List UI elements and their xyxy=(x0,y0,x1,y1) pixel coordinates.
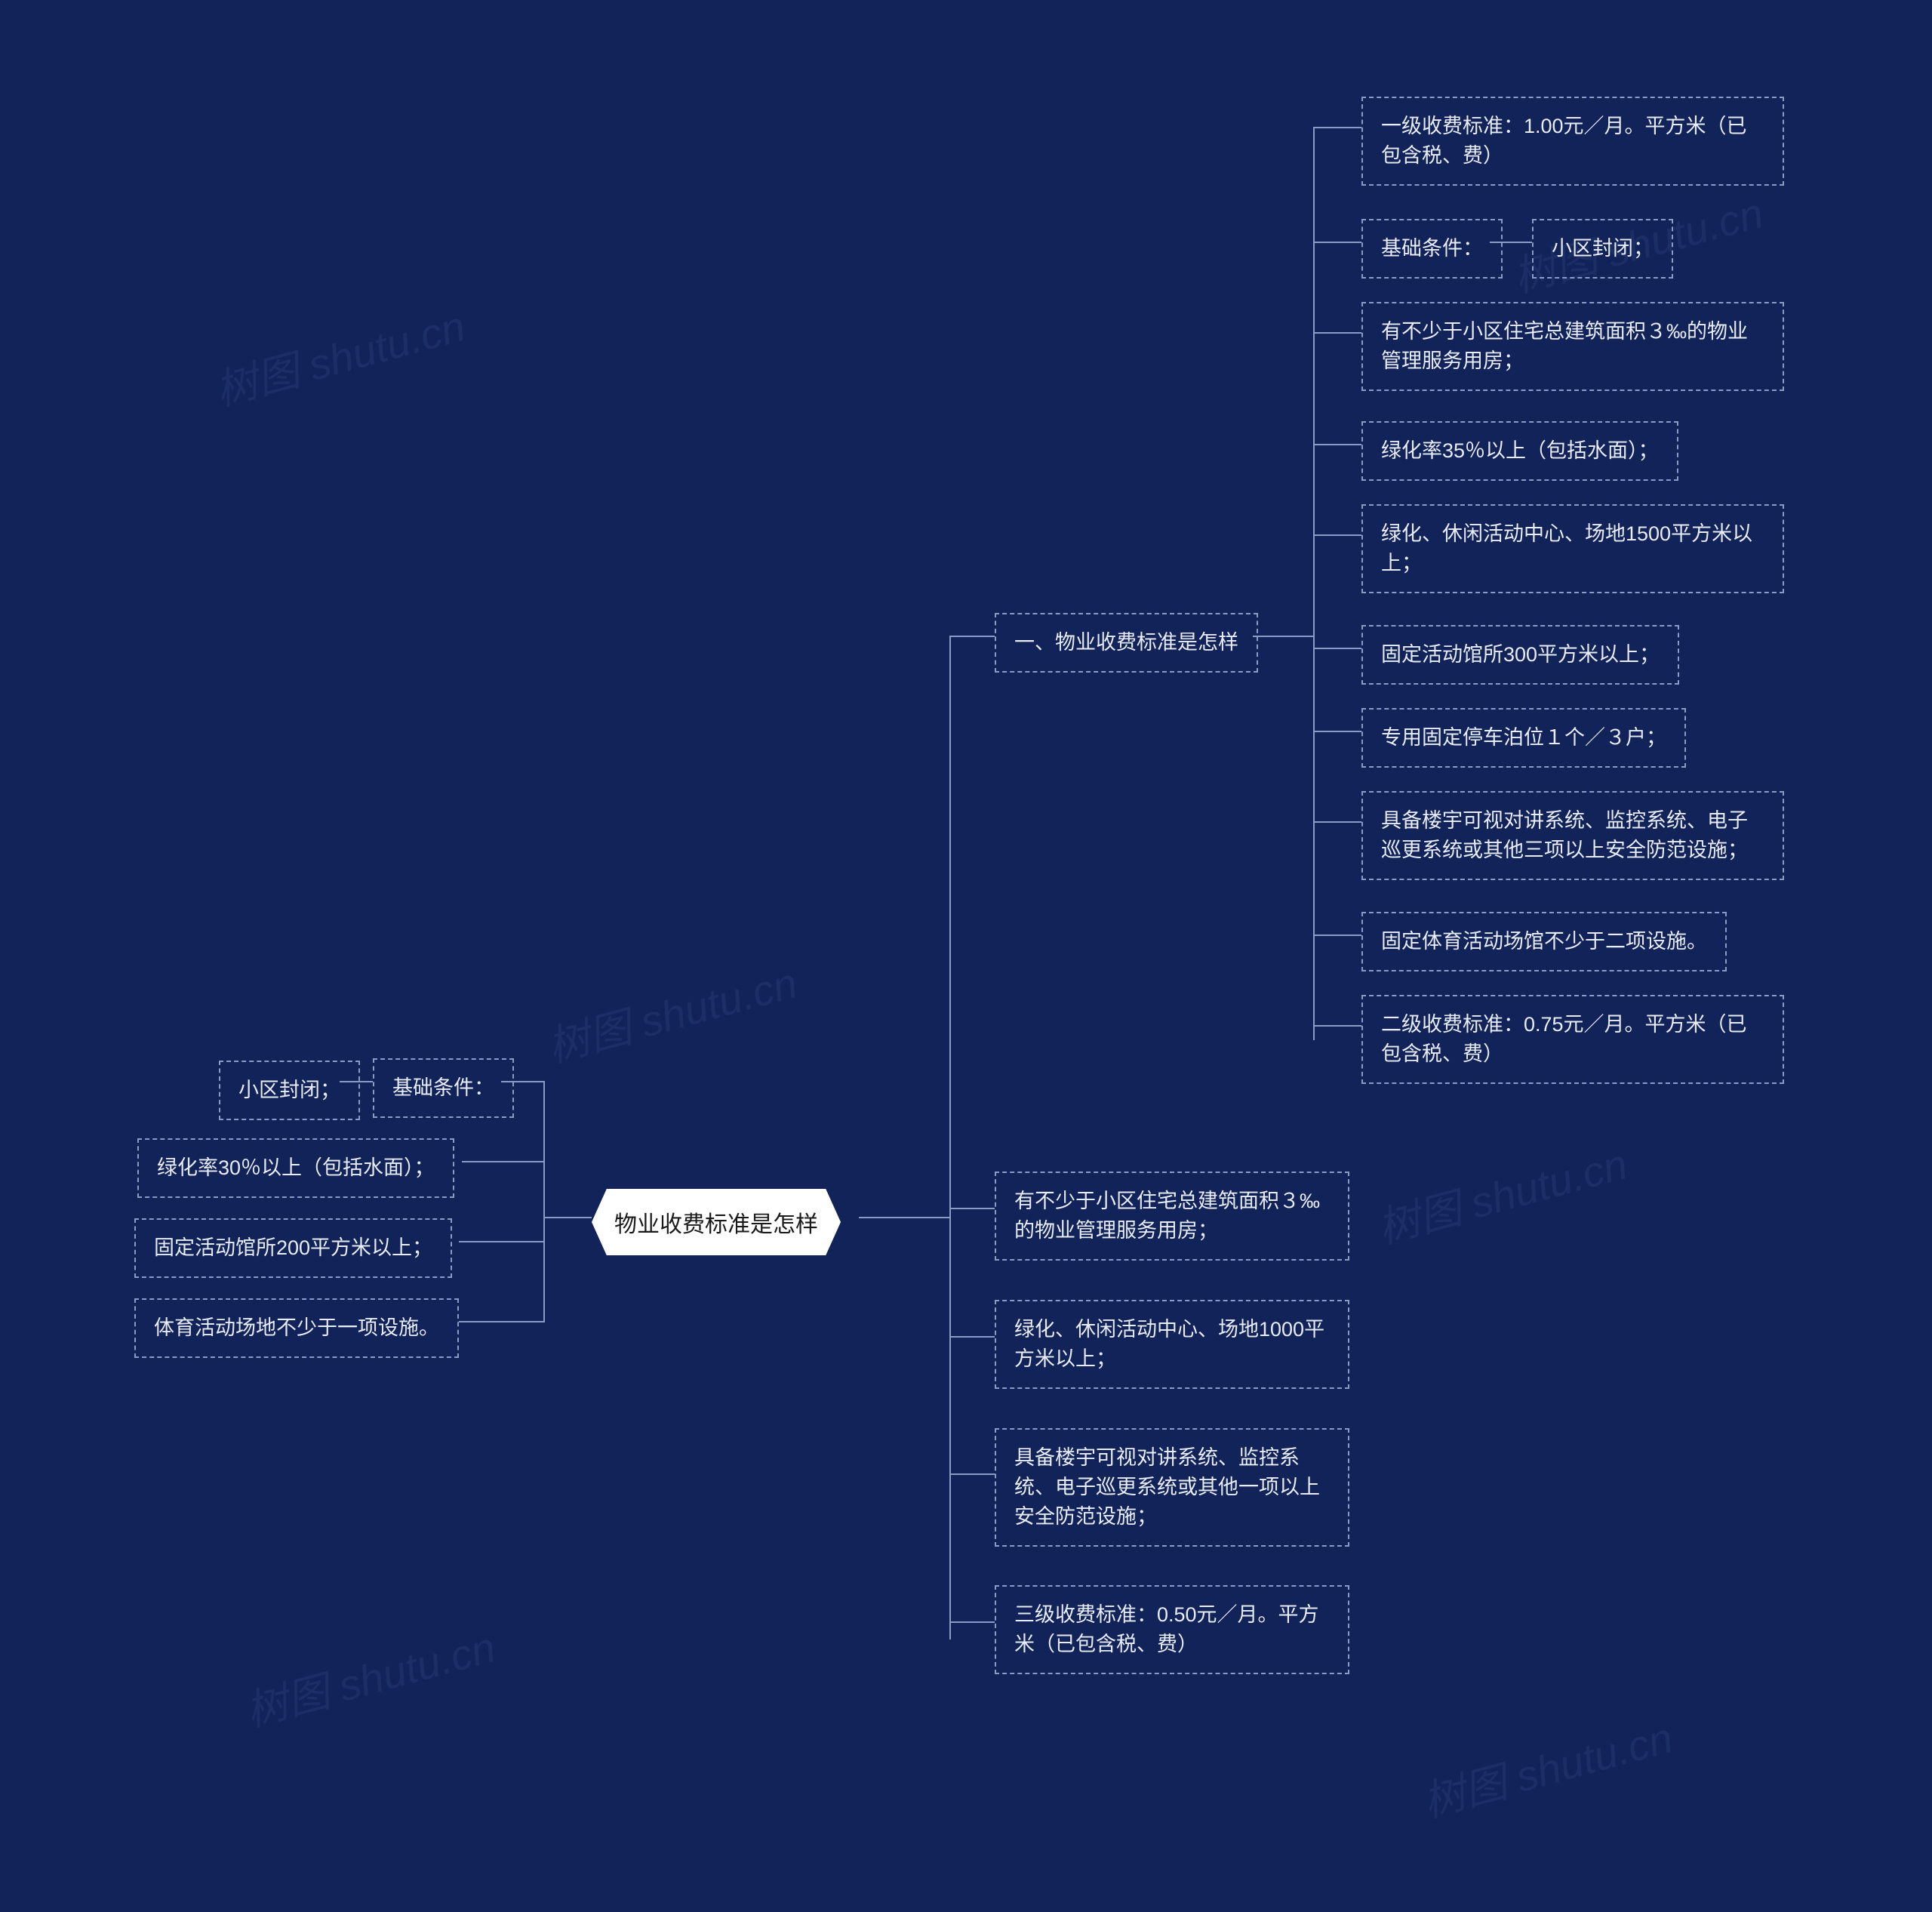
leaf: 基础条件： xyxy=(1361,219,1503,279)
connector xyxy=(949,1621,995,1623)
watermark: 树图 shutu.cn xyxy=(1370,1130,1633,1255)
root-node: 物业收费标准是怎样 xyxy=(592,1189,841,1255)
watermark: 树图 shutu.cn xyxy=(238,1613,501,1738)
connector xyxy=(462,1161,543,1162)
leaf: 体育活动场地不少于一项设施。 xyxy=(134,1298,459,1358)
leaf: 小区封闭； xyxy=(1532,219,1673,279)
leaf: 具备楼宇可视对讲系统、监控系统、电子巡更系统或其他三项以上安全防范设施； xyxy=(1361,791,1784,880)
leaf: 专用固定停车泊位１个／３户； xyxy=(1361,708,1686,768)
connector xyxy=(949,1208,995,1209)
connector xyxy=(1313,1025,1361,1027)
leaf: 有不少于小区住宅总建筑面积３‰的物业管理服务用房； xyxy=(1361,302,1784,391)
connector xyxy=(1490,242,1532,243)
connector xyxy=(1253,636,1313,637)
leaf: 绿化率35％以上（包括水面）； xyxy=(1361,421,1678,481)
connector xyxy=(1313,444,1361,445)
connector xyxy=(1313,821,1361,823)
leaf: 具备楼宇可视对讲系统、监控系统、电子巡更系统或其他一项以上安全防范设施； xyxy=(995,1428,1349,1547)
leaf: 固定活动馆所200平方米以上； xyxy=(134,1218,452,1278)
leaf: 固定活动馆所300平方米以上； xyxy=(1361,625,1679,685)
connector xyxy=(949,636,995,637)
connector xyxy=(1313,731,1361,732)
branch-main: 一、物业收费标准是怎样 xyxy=(995,613,1258,673)
connector xyxy=(949,1336,995,1338)
leaf: 小区封闭； xyxy=(219,1061,360,1120)
leaf: 绿化率30％以上（包括水面）； xyxy=(137,1138,454,1198)
connector xyxy=(459,1241,543,1242)
leaf: 固定体育活动场馆不少于二项设施。 xyxy=(1361,912,1727,971)
leaf: 有不少于小区住宅总建筑面积３‰的物业管理服务用房； xyxy=(995,1172,1349,1261)
connector xyxy=(543,1217,592,1218)
leaf: 三级收费标准：0.50元／月。平方米（已包含税、费） xyxy=(995,1585,1349,1674)
leaf: 绿化、休闲活动中心、场地1500平方米以上； xyxy=(1361,504,1784,593)
connector xyxy=(949,1473,995,1475)
leaf: 二级收费标准：0.75元／月。平方米（已包含税、费） xyxy=(1361,995,1784,1084)
connector xyxy=(459,1321,543,1322)
connector xyxy=(1313,648,1361,649)
connector xyxy=(1313,534,1361,536)
connector xyxy=(1313,332,1361,334)
watermark: 树图 shutu.cn xyxy=(208,292,471,417)
connector xyxy=(949,636,951,1640)
connector xyxy=(859,1217,949,1218)
leaf: 基础条件： xyxy=(373,1058,514,1118)
connector xyxy=(1313,934,1361,936)
connector xyxy=(1313,127,1315,1040)
watermark: 树图 shutu.cn xyxy=(1415,1704,1678,1829)
connector xyxy=(543,1081,545,1322)
leaf: 一级收费标准：1.00元／月。平方米（已包含税、费） xyxy=(1361,97,1784,186)
watermark: 树图 shutu.cn xyxy=(540,949,803,1074)
leaf: 绿化、休闲活动中心、场地1000平方米以上； xyxy=(995,1300,1349,1389)
connector xyxy=(1313,127,1361,128)
connector xyxy=(1313,242,1361,243)
